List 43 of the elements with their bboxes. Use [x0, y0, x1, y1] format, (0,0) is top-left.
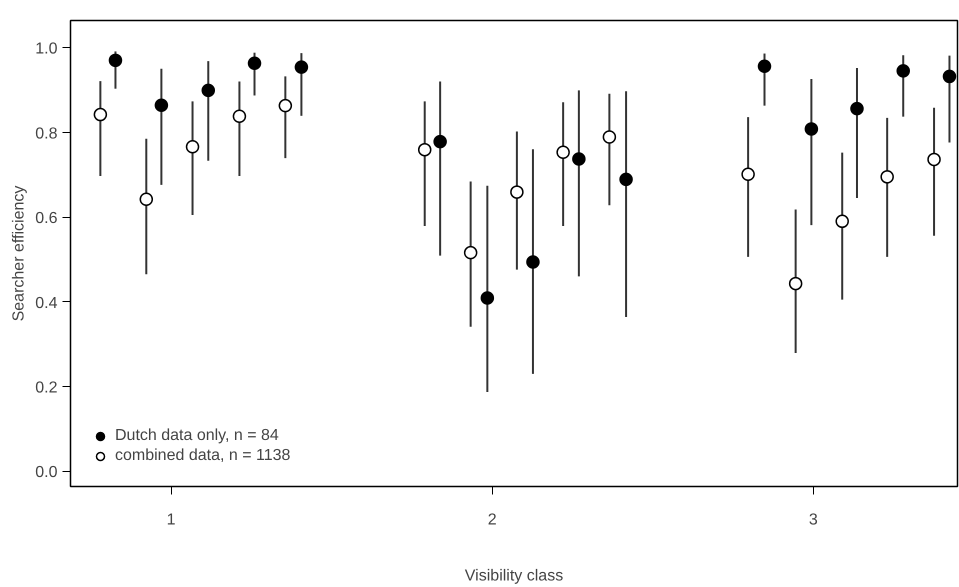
point	[510, 185, 524, 199]
point	[154, 98, 168, 112]
y-tick-label: 0.0	[35, 464, 58, 482]
point	[248, 56, 262, 70]
point	[232, 110, 246, 123]
point	[556, 146, 570, 159]
point	[464, 246, 478, 260]
legend-label: combined data, n = 1138	[115, 447, 290, 465]
point	[619, 172, 633, 186]
point	[804, 122, 818, 136]
y-tick-label: 0.6	[35, 210, 58, 228]
y-axis-title: Searcher efficiency	[10, 186, 28, 322]
point	[896, 64, 910, 78]
point	[202, 84, 216, 98]
point	[758, 60, 772, 73]
legend-label: Dutch data only, n = 84	[115, 427, 279, 445]
x-axis-title: Visibility class	[464, 568, 564, 584]
point	[94, 108, 108, 122]
point	[741, 168, 755, 182]
point	[294, 60, 308, 74]
point	[433, 134, 447, 148]
x-tick-label: 3	[808, 512, 818, 528]
point	[788, 276, 802, 290]
point	[278, 98, 292, 112]
point	[602, 130, 616, 144]
y-tick-label: 0.2	[35, 380, 58, 397]
point	[526, 255, 540, 269]
point	[108, 54, 122, 68]
x-tick-label: 2	[488, 512, 497, 528]
point	[942, 70, 956, 84]
point	[850, 102, 864, 116]
x-tick-label: 1	[166, 512, 176, 528]
point	[480, 291, 494, 305]
point	[572, 152, 586, 166]
y-tick-label: 0.8	[35, 125, 58, 142]
y-tick-label: 1.0	[35, 40, 58, 58]
point	[880, 170, 894, 184]
point	[835, 214, 849, 228]
point	[186, 140, 200, 154]
y-tick-label: 0.4	[35, 294, 58, 312]
point	[927, 152, 941, 166]
point	[140, 192, 154, 206]
point	[418, 142, 432, 156]
